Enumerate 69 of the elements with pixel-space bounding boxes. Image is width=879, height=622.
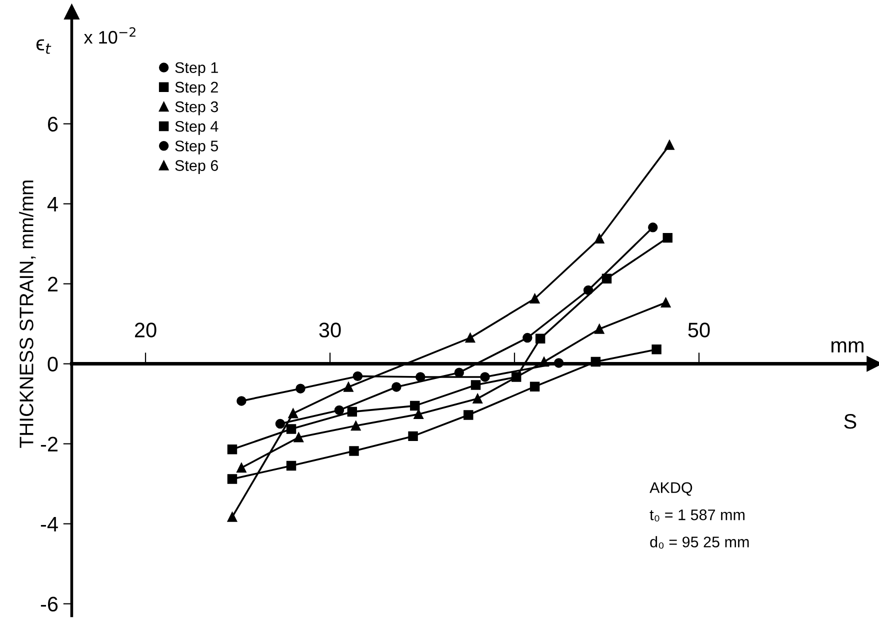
point — [660, 298, 671, 308]
legend-label: Step 6 — [175, 160, 218, 174]
point — [522, 332, 532, 343]
point — [454, 368, 464, 378]
point — [286, 460, 296, 471]
point — [465, 332, 476, 343]
annotation: AKDQ — [650, 482, 692, 496]
point — [511, 372, 522, 382]
x-axis-title: S — [844, 414, 856, 429]
y-tick-label: -4 — [40, 517, 58, 532]
y-axis-title: THICKNESS STRAIN, mm/mm — [19, 180, 36, 448]
point — [227, 512, 238, 522]
point — [470, 380, 481, 390]
point — [236, 462, 246, 473]
y-tick-label: 4 — [47, 197, 58, 212]
x-tick-label: 20 — [134, 322, 156, 338]
point — [296, 384, 306, 394]
point — [472, 394, 482, 404]
y-tick-label: 2 — [48, 276, 58, 292]
point — [392, 382, 402, 392]
point — [648, 222, 658, 232]
y-tick-label: 0 — [48, 356, 58, 372]
legend-label: Step 3 — [175, 101, 218, 116]
x-tick-label: 30 — [319, 322, 341, 338]
point — [347, 406, 358, 417]
text: ϵ$_{t}$ — [36, 39, 52, 54]
legend-label: Step 5 — [175, 140, 218, 154]
point — [416, 372, 426, 382]
point — [464, 410, 474, 420]
point — [530, 382, 540, 392]
legend-label: Step 1 — [175, 62, 218, 76]
point — [530, 294, 540, 304]
y-tick-label: 6 — [48, 116, 58, 132]
point — [334, 405, 344, 416]
point — [539, 356, 549, 367]
annotation: mm — [832, 341, 864, 352]
point — [414, 409, 424, 420]
point — [664, 140, 674, 150]
point — [408, 431, 418, 442]
point — [602, 274, 612, 284]
point — [288, 408, 298, 418]
point — [275, 418, 286, 429]
point — [554, 358, 564, 368]
annotation: x 10$^{−2}$ — [84, 27, 136, 44]
y-tick-label: -2 — [40, 436, 58, 452]
point — [350, 420, 361, 431]
point — [410, 400, 420, 411]
point — [583, 285, 594, 296]
point — [236, 396, 246, 406]
point — [652, 344, 662, 354]
annotation: t₀ = 1 587 mm — [650, 509, 744, 522]
y-tick-label: -6 — [40, 596, 58, 612]
point — [227, 474, 238, 484]
point — [227, 444, 238, 454]
point — [294, 432, 304, 442]
point — [349, 446, 359, 456]
point — [480, 372, 490, 382]
legend-label: Step 2 — [175, 82, 218, 96]
point — [594, 234, 604, 244]
legend-label: Step 4 — [175, 120, 218, 135]
point — [286, 424, 296, 434]
x-tick-label: 50 — [688, 322, 710, 338]
point — [352, 371, 363, 382]
point — [344, 382, 354, 392]
annotation: d₀ = 95 25 mm — [650, 536, 749, 549]
point — [662, 232, 672, 243]
point — [590, 356, 601, 367]
point — [594, 324, 604, 334]
point — [535, 334, 546, 344]
